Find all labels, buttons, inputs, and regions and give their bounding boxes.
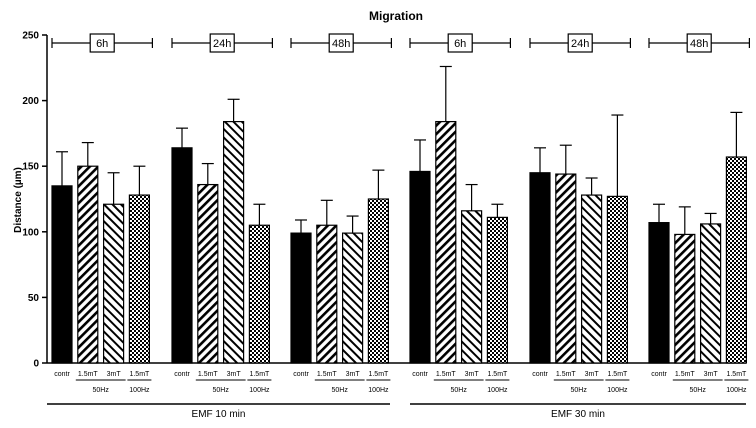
bar-0-1 bbox=[77, 165, 99, 364]
bar-0-3 bbox=[128, 194, 150, 364]
bar-label: 1.5mT bbox=[249, 371, 270, 378]
bar-3-0 bbox=[409, 170, 431, 364]
y-ticks: 0 50 100 150 200 250 bbox=[22, 31, 47, 370]
bar-label: contr bbox=[651, 371, 667, 378]
bar-5-0 bbox=[648, 222, 670, 364]
freq-label-100hz: 100Hz bbox=[726, 387, 747, 394]
bar-label: contr bbox=[412, 371, 428, 378]
bar-1-2 bbox=[223, 120, 245, 364]
exposure-label: EMF 10 min bbox=[192, 409, 246, 420]
timepoint-label: 24h bbox=[571, 38, 589, 50]
y-tick-label: 0 bbox=[33, 359, 39, 370]
bar-label: 3mT bbox=[227, 371, 242, 378]
bar-0-2 bbox=[102, 203, 125, 364]
bar-label: 3mT bbox=[465, 371, 480, 378]
y-tick-label: 100 bbox=[22, 227, 39, 238]
timepoint-box bbox=[89, 33, 115, 53]
bar-4-2 bbox=[580, 194, 603, 364]
bar-2-1 bbox=[316, 224, 338, 364]
bar-label: 1.5mT bbox=[726, 371, 747, 378]
bar-0-0 bbox=[51, 185, 73, 364]
freq-label-100hz: 100Hz bbox=[129, 387, 150, 394]
bar-label: 1.5mT bbox=[436, 371, 457, 378]
bar-label: 1.5mT bbox=[675, 371, 696, 378]
freq-label-50hz: 50Hz bbox=[571, 387, 588, 394]
bar-label: 1.5mT bbox=[368, 371, 389, 378]
bar-label: 1.5mT bbox=[487, 371, 508, 378]
bar-label: 3mT bbox=[346, 371, 361, 378]
bar-label: contr bbox=[293, 371, 309, 378]
freq-label-50hz: 50Hz bbox=[451, 387, 468, 394]
bar-1-1 bbox=[197, 183, 219, 364]
bar-label: contr bbox=[532, 371, 548, 378]
bar-label: 1.5mT bbox=[129, 371, 150, 378]
y-tick-label: 250 bbox=[22, 31, 39, 42]
y-tick-label: 50 bbox=[28, 293, 40, 304]
freq-label-100hz: 100Hz bbox=[368, 387, 389, 394]
freq-label-50hz: 50Hz bbox=[690, 387, 707, 394]
bar-5-2 bbox=[699, 223, 722, 364]
bar-label: contr bbox=[54, 371, 70, 378]
bar-3-2 bbox=[461, 210, 483, 364]
timepoint-label: 6h bbox=[454, 38, 466, 50]
freq-label-50hz: 50Hz bbox=[93, 387, 110, 394]
freq-label-100hz: 100Hz bbox=[487, 387, 508, 394]
bar-2-0 bbox=[290, 232, 312, 364]
bar-5-3 bbox=[725, 156, 748, 364]
chart-title: Migration bbox=[369, 9, 423, 23]
timepoint-label: 48h bbox=[690, 38, 708, 50]
freq-label-100hz: 100Hz bbox=[249, 387, 270, 394]
bar-label: 1.5mT bbox=[198, 371, 219, 378]
timepoint-box bbox=[567, 33, 593, 53]
bar-label: 3mT bbox=[704, 371, 719, 378]
bar-label: contr bbox=[174, 371, 190, 378]
bar-label: 1.5mT bbox=[607, 371, 628, 378]
bar-label: 3mT bbox=[107, 371, 122, 378]
timepoint-box bbox=[447, 33, 473, 53]
bar-5-1 bbox=[674, 233, 696, 364]
y-axis-label: Distance (µm) bbox=[13, 167, 24, 233]
bar-label: 1.5mT bbox=[317, 371, 338, 378]
y-tick-label: 200 bbox=[22, 96, 39, 107]
timepoint-label: 24h bbox=[213, 38, 231, 50]
bars-layer bbox=[51, 65, 748, 364]
timepoint-label: 48h bbox=[332, 38, 350, 50]
bar-4-3 bbox=[606, 195, 629, 364]
bar-label: 1.5mT bbox=[556, 371, 577, 378]
bar-label: 3mT bbox=[585, 371, 600, 378]
bar-2-2 bbox=[342, 232, 364, 364]
bar-4-1 bbox=[555, 173, 577, 364]
bar-1-0 bbox=[171, 147, 193, 364]
timepoint-box bbox=[209, 33, 235, 53]
freq-label-100hz: 100Hz bbox=[607, 387, 628, 394]
y-tick-label: 150 bbox=[22, 162, 39, 173]
freq-label-50hz: 50Hz bbox=[213, 387, 230, 394]
timepoint-label: 6h bbox=[96, 38, 108, 50]
annotations-layer: contr 1.5mT 3mT 1.5mT 50Hz 100Hz 6h contr 1.5mT 3… bbox=[47, 33, 751, 420]
bar-1-3 bbox=[248, 224, 270, 364]
bar-label: 1.5mT bbox=[78, 371, 99, 378]
timepoint-box bbox=[686, 33, 712, 53]
bar-3-3 bbox=[486, 216, 508, 364]
bar-3-1 bbox=[435, 120, 457, 364]
bar-2-3 bbox=[367, 198, 389, 364]
timepoint-box bbox=[328, 33, 354, 53]
freq-label-50hz: 50Hz bbox=[332, 387, 349, 394]
exposure-label: EMF 30 min bbox=[551, 409, 605, 420]
bar-4-0 bbox=[529, 172, 551, 364]
